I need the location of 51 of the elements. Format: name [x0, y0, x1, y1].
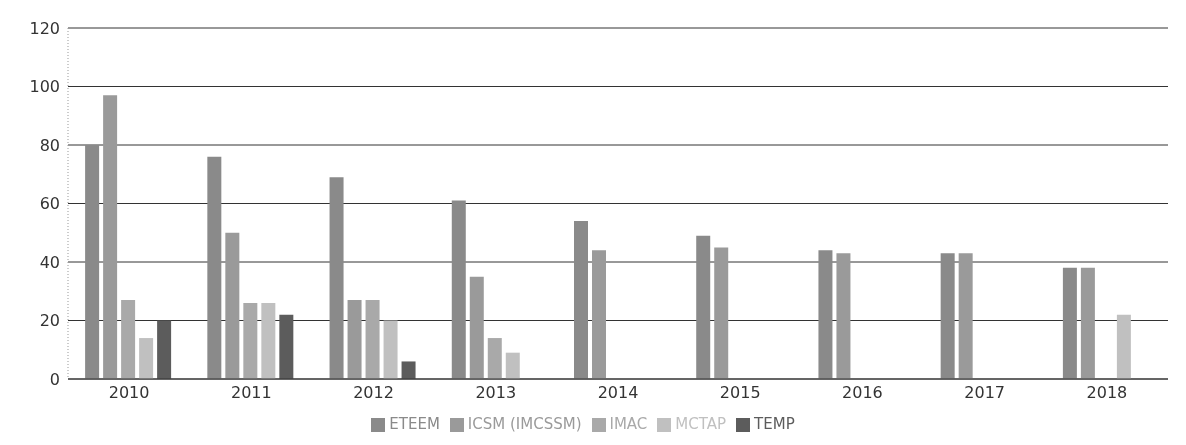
y-tick-label: 120: [29, 18, 60, 38]
bar: [1116, 314, 1131, 379]
bar: [383, 320, 398, 379]
bar: [401, 361, 416, 379]
bar: [714, 247, 729, 379]
y-tick-label: 100: [29, 77, 60, 97]
bar: [574, 221, 588, 379]
bar: [139, 338, 154, 379]
x-tick-label: 2013: [475, 383, 517, 403]
x-tick-label: 2018: [1086, 383, 1128, 403]
bar: [347, 300, 362, 379]
legend-label: ETEEM: [389, 415, 440, 433]
x-tick-label: 2017: [964, 383, 1006, 403]
bar: [121, 300, 136, 379]
legend-label: ICSM (IMCSSM): [467, 415, 582, 433]
x-tick-label: 2016: [842, 383, 883, 403]
y-tick-label: 0: [49, 369, 60, 389]
bar: [818, 250, 833, 379]
bar: [365, 300, 380, 379]
bar: [329, 177, 344, 379]
legend-label: TEMP: [754, 415, 795, 433]
bar: [261, 302, 276, 379]
bar: [225, 232, 240, 379]
x-tick-label: 2014: [597, 383, 639, 403]
x-tick-label: 2011: [230, 383, 272, 403]
bar: [207, 156, 222, 379]
bar: [592, 250, 606, 379]
x-tick-label: 2012: [353, 383, 394, 403]
bar: [469, 276, 484, 379]
bar: [279, 314, 294, 379]
y-tick-label: 20: [39, 311, 60, 331]
bar: [696, 235, 711, 379]
bar: [243, 302, 258, 379]
bar: [157, 320, 172, 379]
bar: [940, 253, 955, 379]
bar: [103, 95, 118, 379]
bar: [958, 253, 973, 379]
bar: [1080, 267, 1095, 379]
bar: [85, 145, 100, 379]
legend-label: IMAC: [609, 415, 648, 433]
bar: [451, 200, 466, 379]
x-tick-label: 2010: [108, 383, 150, 403]
legend-label: MCTAP: [675, 415, 727, 433]
y-tick-label: 60: [39, 194, 60, 214]
y-tick-label: 40: [39, 252, 60, 272]
bar: [505, 352, 520, 379]
bar: [836, 253, 851, 379]
bar: [487, 338, 502, 379]
bar: [1062, 267, 1077, 379]
y-tick-label: 80: [39, 135, 60, 155]
x-tick-label: 2015: [719, 383, 761, 403]
